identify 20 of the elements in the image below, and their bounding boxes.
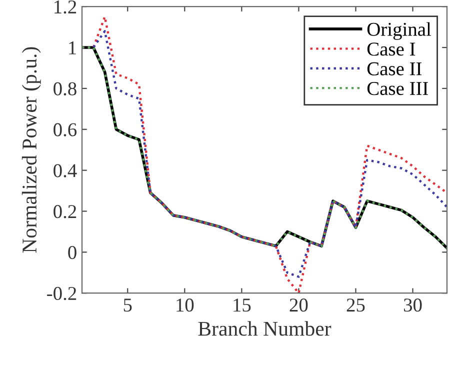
- y-tick-label: 0: [68, 246, 76, 260]
- y-tick-label: 0.8: [54, 82, 76, 96]
- x-tick-label: 20: [290, 298, 308, 312]
- x-tick-label: 5: [124, 298, 132, 312]
- legend-label: Case I: [367, 42, 416, 56]
- x-tick-label: 10: [176, 298, 194, 312]
- legend-label: Original: [367, 22, 432, 40]
- x-tick-label: 30: [404, 298, 422, 312]
- y-tick-label: 0.6: [54, 123, 77, 136]
- y-tick-label: 0.4: [54, 164, 77, 178]
- y-tick-label: 1: [69, 41, 76, 54]
- x-axis-title: Branch Number: [198, 321, 332, 336]
- x-tick-label: 15: [234, 298, 251, 312]
- legend-label: Case II: [367, 62, 422, 76]
- y-tick-label: 1.2: [54, 0, 76, 14]
- y-axis-title: Normalized Power (p.u.): [22, 47, 41, 253]
- y-tick-label: 0.2: [54, 205, 76, 218]
- x-tick-label: 25: [346, 298, 365, 312]
- legend-label: Case III: [367, 82, 428, 96]
- y-tick-label: -0.2: [47, 286, 76, 300]
